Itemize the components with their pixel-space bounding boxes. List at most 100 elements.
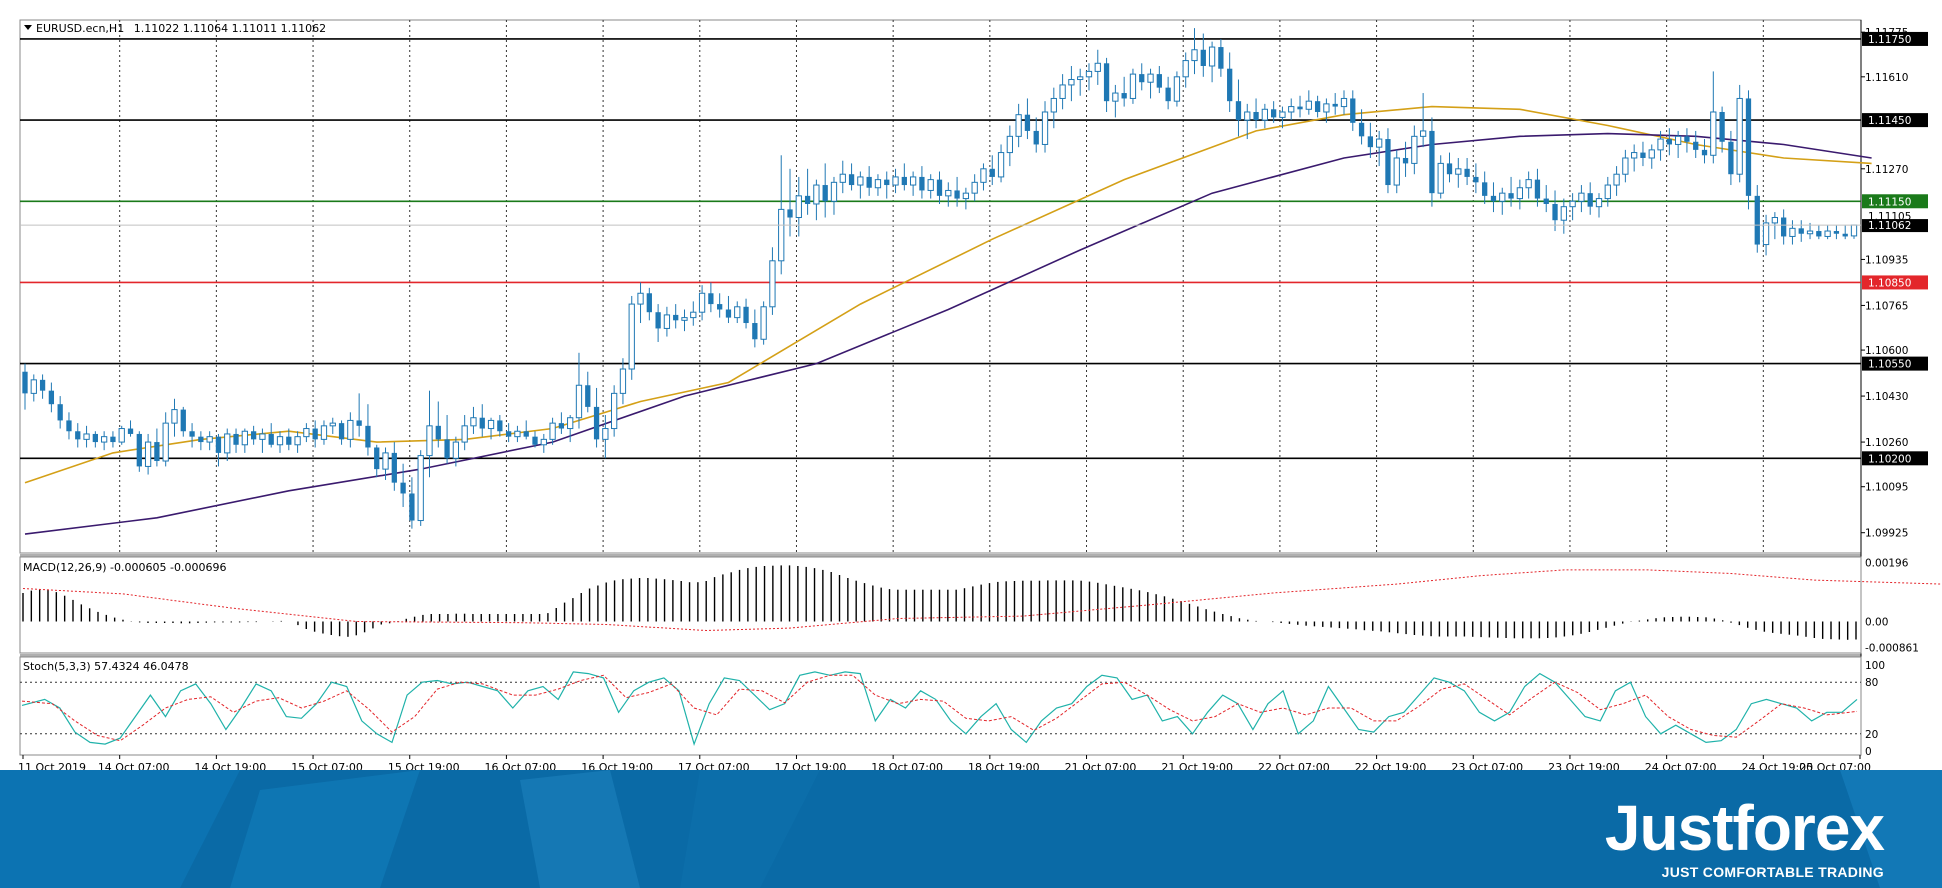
candle-body [523,431,529,437]
candle-body [1244,111,1251,121]
candle-body [919,176,925,191]
candle-body [804,195,811,204]
candle-body [1552,203,1558,221]
candle-body [1516,187,1523,200]
candle-body [1587,193,1593,207]
time-label: 21 Oct 07:00 [1065,761,1137,770]
candle-body [479,417,485,429]
time-axis: 11 Oct 2019 14 Oct 07:00 14 Oct 19:00 15 Oc… [18,755,1871,770]
price-label: 1.10765 [1865,300,1908,312]
candle-body [409,493,415,521]
candle-body [329,422,336,427]
stoch-label: Stoch(5,3,3) 57.4324 46.0478 [23,660,189,673]
candle-body [505,431,512,437]
candle-body [725,309,732,318]
candle-body [673,314,679,321]
candle-body [540,438,547,446]
candle-body [734,306,741,319]
candle-body [655,312,661,329]
candle-body [795,195,802,219]
candle-body [1842,233,1848,237]
candle-body [1693,141,1699,150]
candle-body [1824,230,1831,237]
candle-body [1781,217,1787,237]
level-tag [1862,356,1928,371]
candle-body [567,417,574,430]
candle-body [971,181,978,194]
candle-body [1674,135,1682,145]
time-label: 21 Oct 19:00 [1161,761,1233,770]
candle-body [954,190,960,199]
candle-body [1235,101,1242,121]
candle-body [1385,139,1391,186]
ohlc-values: 1.11022 1.11064 1.11011 1.11062 [134,22,326,35]
panel-frame [19,19,1862,554]
candle-body [980,168,987,183]
candle-body [233,433,239,445]
candle-body [1015,114,1022,137]
candle-body [1437,162,1444,194]
time-label: 23 Oct 07:00 [1451,761,1523,770]
candle-body [1041,111,1049,145]
candle-body [945,189,952,197]
macd-panel[interactable]: 0.00196 0.00 -0.000861 [19,556,1942,654]
candle-body [1024,114,1031,131]
candle-body [294,436,301,446]
candle-body [1033,130,1039,145]
candle-body [1147,73,1154,83]
candle-body [382,452,389,470]
candle-body [1684,136,1690,142]
candle-body [1833,231,1840,234]
candle-body [171,409,178,424]
candle-body [1762,222,1770,246]
price-panel[interactable]: 1.117751.116101.112701.109351.107651.106… [19,19,1928,755]
symbol-dropdown-icon[interactable] [24,25,32,30]
candle-body [320,425,328,440]
candle-body [839,173,846,183]
macd-signal-line [22,569,1942,632]
candle-body [1340,97,1348,108]
candle-body [619,368,627,394]
candle-body [962,192,970,200]
candle-body [400,482,406,494]
panel-separator [20,654,1861,657]
symbol-info[interactable]: EURUSD.ecn,H1 1.11022 1.11064 1.11011 1.… [36,22,326,35]
candle-body [1261,108,1268,121]
price-label: 1.11270 [1865,164,1908,176]
candle-body [1701,149,1708,156]
candle-body [1227,68,1233,102]
candle-body [1719,111,1725,142]
candle-body [303,428,310,438]
stochastic-panel[interactable]: 100 80 20 0 [19,656,1885,758]
candle-body [286,436,292,445]
candle-body [487,419,495,430]
candle-body [1139,74,1145,83]
candle-body [470,417,477,427]
candle-body [1482,182,1488,196]
candle-body [144,441,152,467]
level-label: 1.10550 [1868,359,1911,371]
macd-label: MACD(12,26,9) -0.000605 -0.000696 [23,561,226,574]
time-label: 11 Oct 2019 [18,761,86,770]
time-label: 23 Oct 19:00 [1548,761,1620,770]
candle-body [752,323,758,340]
candle-body [778,208,785,262]
candle-body [154,442,160,462]
time-label: 15 Oct 19:00 [388,761,460,770]
candle-body [884,179,890,186]
candle-body [989,168,995,177]
macd-scale-label: 0.00 [1865,617,1888,629]
candle-body [1728,141,1734,175]
panel-separator [20,554,1861,557]
candle-body [769,260,776,308]
candle-body [997,152,1005,178]
level-label: 1.10200 [1868,453,1911,465]
candle-body [1850,224,1858,237]
candle-body [1429,130,1435,194]
candle-body [83,433,90,440]
candle-body [708,293,714,305]
candle-body [1419,130,1427,137]
candle-body [426,425,433,457]
candle-body [100,436,108,443]
candle-body [1490,195,1497,202]
